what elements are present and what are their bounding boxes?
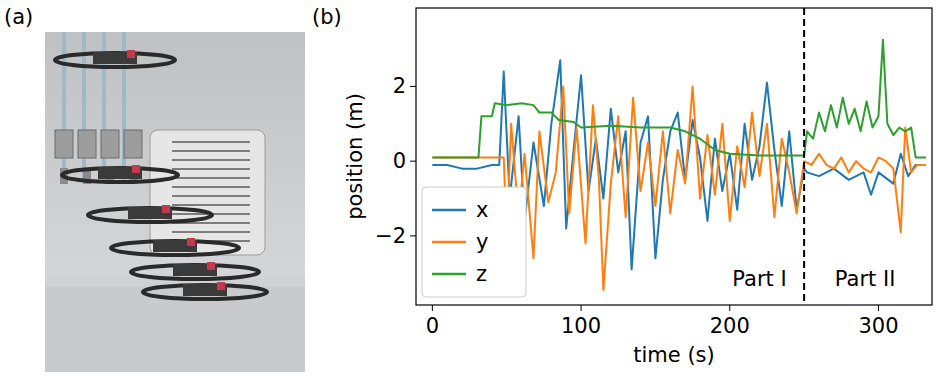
photo-box	[101, 130, 119, 158]
photo-drone	[217, 282, 225, 290]
photo-vent-slat	[172, 186, 250, 188]
x-tick-label: 200	[710, 314, 750, 338]
y-axis-title: position (m)	[343, 93, 367, 220]
annotation: Part I	[732, 267, 786, 291]
photo-drone	[143, 285, 267, 299]
legend-box	[422, 187, 526, 297]
photo-drone	[207, 262, 215, 270]
x-tick	[729, 305, 730, 311]
legend-label: y	[476, 230, 488, 254]
legend-label: z	[476, 262, 487, 286]
photo-vent-slat	[172, 204, 250, 206]
photo-vent-slat	[172, 141, 250, 143]
y-tick	[410, 161, 416, 162]
legend-swatch	[432, 241, 466, 244]
photo-drone	[132, 165, 140, 173]
part-divider	[803, 8, 805, 305]
y-tick	[410, 235, 416, 236]
photo-vent-slat	[172, 150, 250, 152]
x-tick-label: 300	[858, 314, 898, 338]
y-tick-label: 0	[393, 149, 406, 173]
photo-background	[45, 32, 305, 372]
y-tick-label: 2	[393, 74, 406, 98]
photo-vent-slat	[172, 195, 250, 197]
photo-drone	[55, 53, 175, 67]
legend-label: x	[476, 198, 488, 222]
x-tick-label: 100	[561, 314, 601, 338]
photo-vent	[150, 130, 265, 255]
photo-box	[124, 130, 142, 158]
photo-drone	[131, 265, 259, 279]
photo-vent-slat	[172, 159, 250, 161]
photo-drone	[162, 205, 170, 213]
photo-drone	[62, 168, 178, 182]
photo-drone	[111, 241, 239, 255]
plot-frame	[416, 8, 932, 305]
legend-swatch	[432, 273, 466, 276]
photo-drone	[127, 50, 135, 58]
annotation: Part II	[835, 267, 896, 291]
legend-swatch	[432, 209, 466, 212]
photo-box	[78, 130, 96, 158]
photo-box	[55, 130, 73, 158]
photo-vent-slat	[172, 177, 250, 179]
photo-panel	[45, 32, 305, 372]
series-line	[432, 40, 926, 158]
x-tick	[878, 305, 879, 311]
x-tick	[581, 305, 582, 311]
figure: (a) (b) 0 100 200 300 −2 0 2 time (s) position (m)…	[0, 0, 945, 379]
x-tick	[432, 305, 433, 311]
photo-drone	[187, 238, 195, 246]
panel-label: (a)	[4, 5, 33, 29]
x-axis-title: time (s)	[633, 343, 714, 367]
panel-label: (b)	[312, 5, 342, 29]
y-tick	[410, 86, 416, 87]
photo-vent-slat	[172, 231, 250, 233]
photo-vent-slat	[172, 168, 250, 170]
y-tick-label: −2	[375, 224, 406, 248]
legend: xyz	[422, 187, 526, 297]
photo-drone	[88, 208, 212, 222]
x-tick-label: 0	[426, 314, 439, 338]
